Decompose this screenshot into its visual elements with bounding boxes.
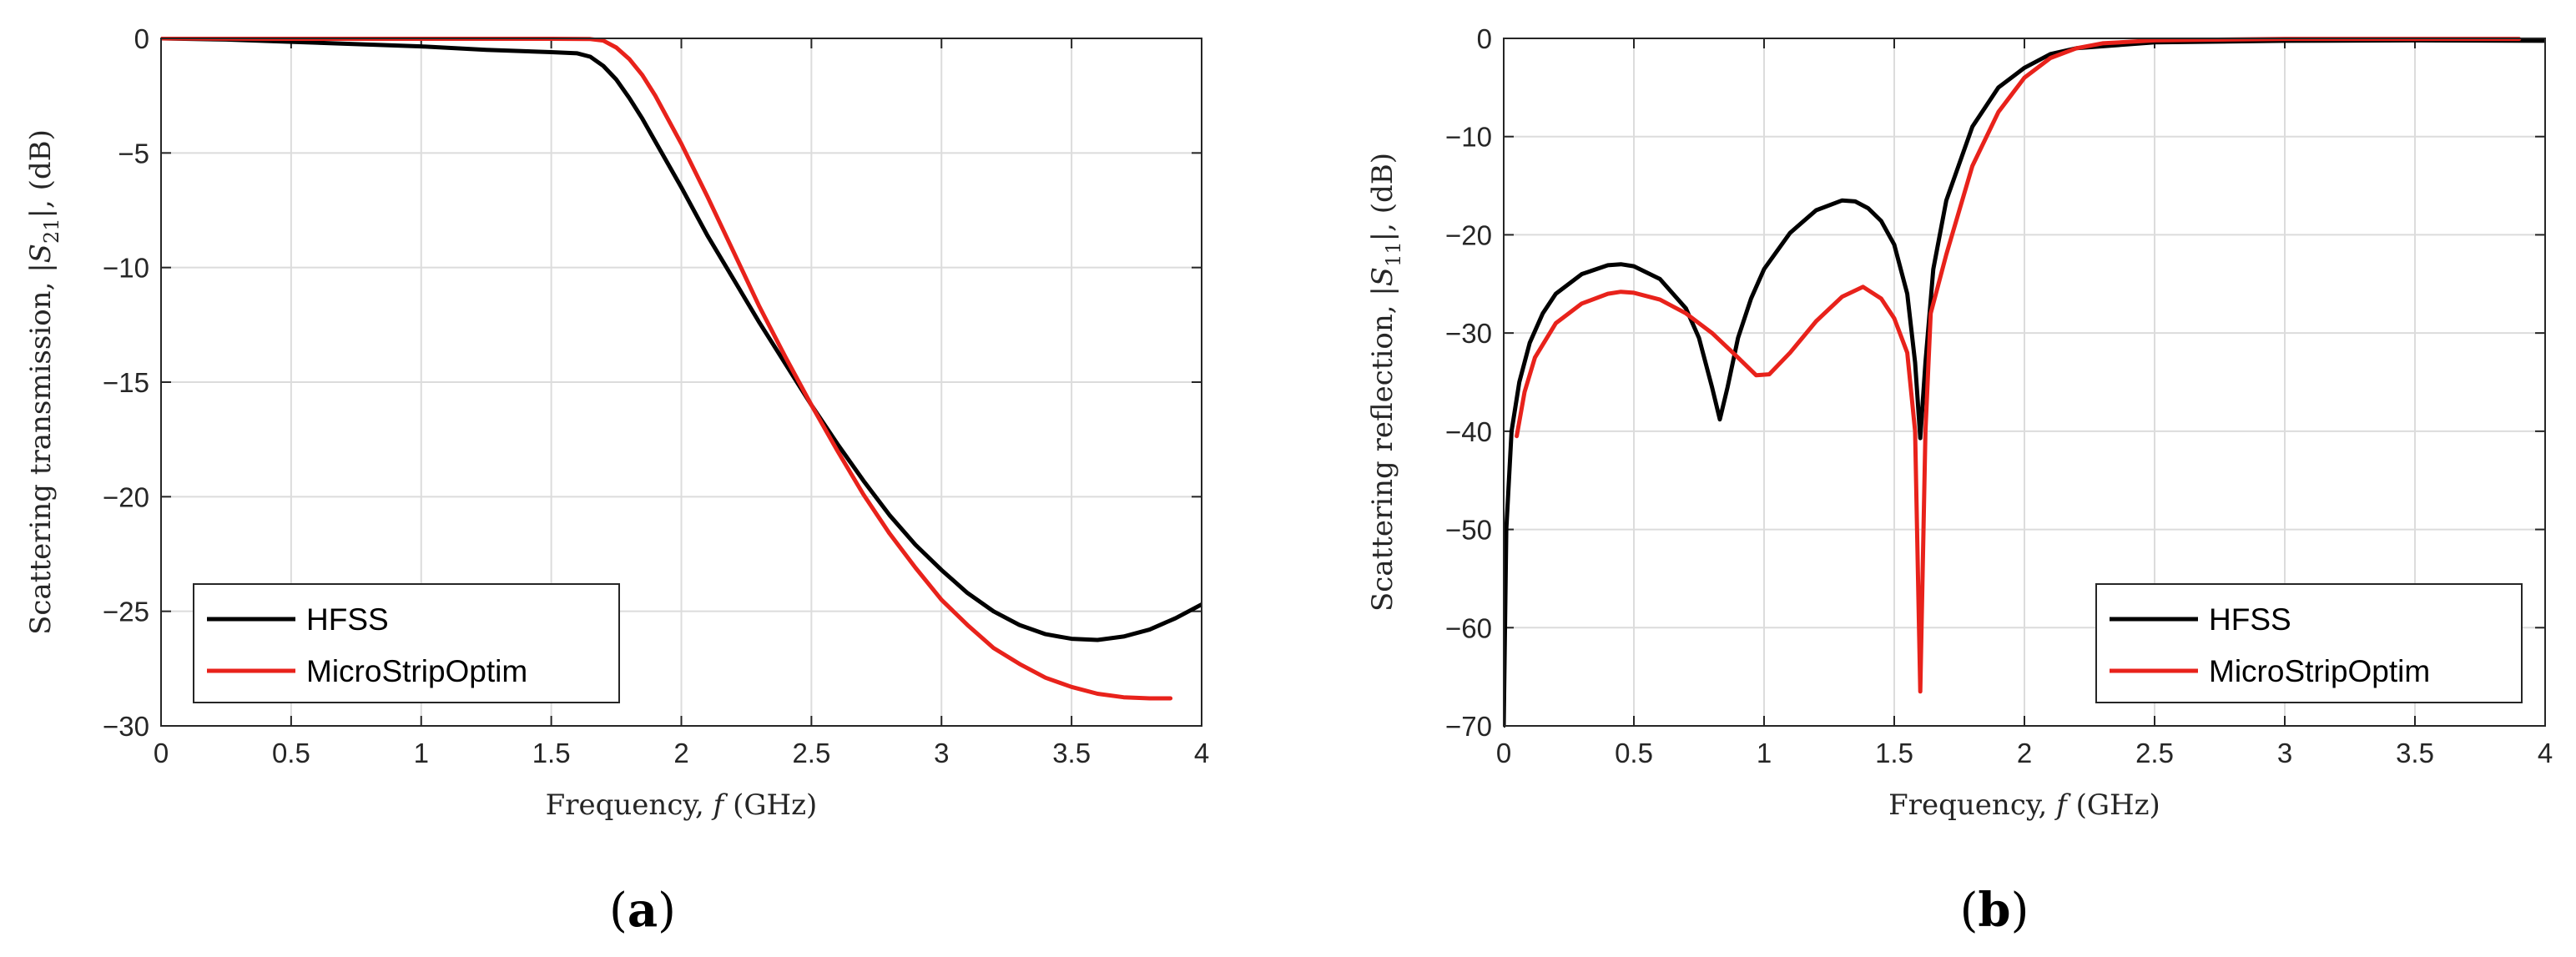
chart-panel-b: 0 0.5 1 1.5 2 2.5 3 3.5 4 0 −10 −20 −30 −40 −50 −60 −70 F… xyxy=(1366,23,2553,938)
y-tick-label: −30 xyxy=(1445,318,1492,349)
x-tick-label: 3 xyxy=(934,738,949,768)
y-axis-label: Scattering reflection, |S11|, (dB) xyxy=(1366,153,1405,612)
y-tick-label: −30 xyxy=(103,711,149,742)
x-tick-label: 0.5 xyxy=(1615,738,1653,768)
legend-entry: MicroStripOptim xyxy=(2209,654,2430,688)
legend: HFSS MicroStripOptim xyxy=(193,583,620,703)
y-tick-label: −10 xyxy=(103,253,149,284)
x-tick-label: 0.5 xyxy=(272,738,310,768)
panel-label: (b) xyxy=(1960,883,2029,938)
x-axis-label: Frequency, f (GHz) xyxy=(1888,788,2160,822)
plot-frame xyxy=(1503,38,2546,727)
legend-entry: HFSS xyxy=(306,602,389,637)
x-tick-label: 4 xyxy=(2538,738,2553,768)
y-tick-label: −50 xyxy=(1445,515,1492,546)
chart-panel-a: 0 0.5 1 1.5 2 2.5 3 3.5 4 0 −5 −10 −15 −20 −25 −30 Frequ… xyxy=(24,23,1209,938)
y-tick-label: −70 xyxy=(1445,711,1492,742)
y-tick-label: −40 xyxy=(1445,416,1492,447)
x-tick-label: 0 xyxy=(154,738,169,768)
x-tick-label: 1 xyxy=(414,738,429,768)
x-tick-label: 3.5 xyxy=(2396,738,2434,768)
legend: HFSS MicroStripOptim xyxy=(2095,583,2523,703)
plot-frame xyxy=(160,38,1202,727)
series-line-microstripoptim xyxy=(161,37,1173,701)
legend-box xyxy=(2095,583,2523,703)
y-tick-label: −60 xyxy=(1445,612,1492,643)
legend-entry: HFSS xyxy=(2209,602,2291,637)
y-tick-label: −5 xyxy=(118,138,149,169)
x-tick-label: 1.5 xyxy=(532,738,571,768)
x-tick-label: 3.5 xyxy=(1052,738,1091,768)
y-tick-label: −25 xyxy=(103,597,149,627)
y-tick-label: 0 xyxy=(1477,23,1492,54)
x-tick-label: 1.5 xyxy=(1875,738,1913,768)
x-tick-label: 2 xyxy=(673,738,688,768)
x-tick-label: 3 xyxy=(2277,738,2292,768)
legend-box xyxy=(193,583,620,703)
x-tick-label: 2.5 xyxy=(792,738,830,768)
y-tick-label: −20 xyxy=(103,481,149,512)
x-tick-label: 2.5 xyxy=(2135,738,2174,768)
x-axis-label: Frequency, f (GHz) xyxy=(546,788,818,822)
y-axis-label: Scattering transmission, |S21|, (dB) xyxy=(24,129,63,635)
y-tick-label: 0 xyxy=(134,23,149,54)
x-tick-label: 1 xyxy=(1757,738,1772,768)
y-tick-label: −20 xyxy=(1445,219,1492,250)
x-tick-label: 0 xyxy=(1496,738,1511,768)
series-line-hfss xyxy=(1504,38,2545,728)
y-tick-label: −15 xyxy=(103,367,149,398)
y-tick-label: −10 xyxy=(1445,122,1492,153)
x-tick-label: 2 xyxy=(2017,738,2032,768)
x-tick-label: 4 xyxy=(1194,738,1209,768)
series-line-hfss xyxy=(161,37,1202,642)
panel-label: (a) xyxy=(609,883,676,938)
series-line-microstripoptim xyxy=(1515,37,2522,694)
legend-entry: MicroStripOptim xyxy=(306,654,527,688)
